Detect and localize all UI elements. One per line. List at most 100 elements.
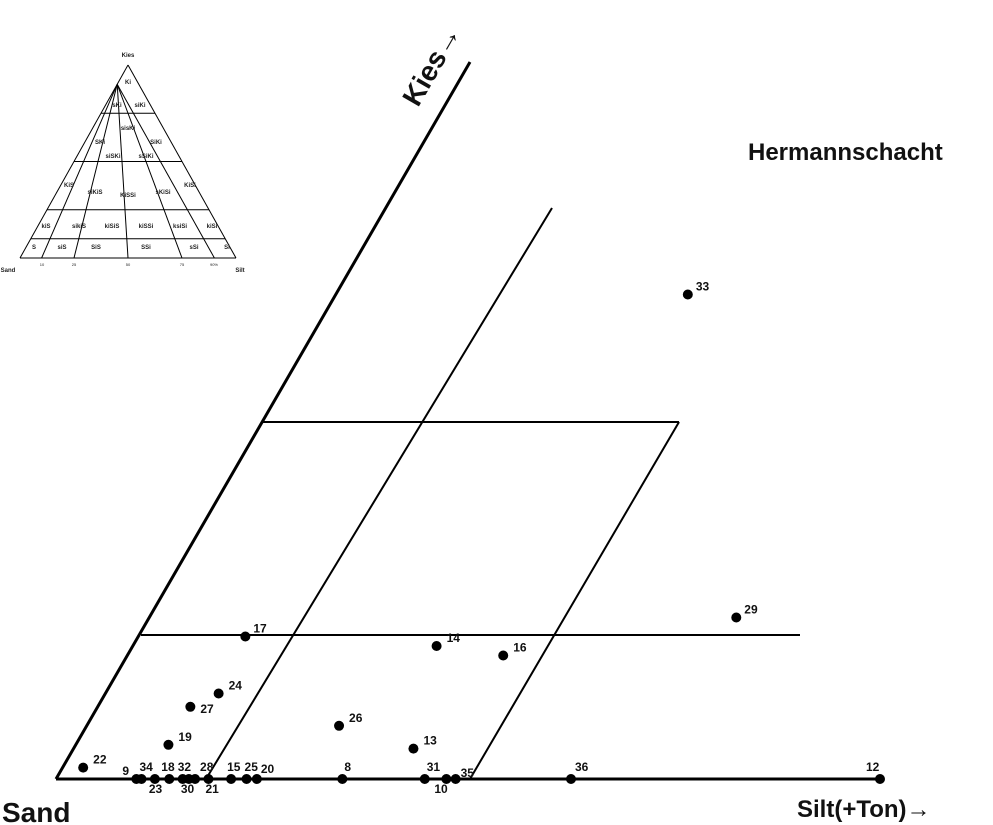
inset-field-label: Si: [224, 245, 230, 251]
data-point-label-24: 24: [229, 679, 243, 693]
data-point-13: [408, 743, 419, 754]
data-point-label-25: 25: [245, 760, 259, 774]
data-point-31: [419, 774, 430, 784]
data-point-label-8: 8: [344, 760, 351, 774]
inset-key-triangle: Ki sKi siKi SKi sisKi SiKi siSKi sSiKi KiS siKiS K…: [1, 53, 245, 274]
inset-field-label: kiSi: [207, 224, 218, 230]
inset-field-label: SSi: [141, 245, 151, 251]
data-point-label-28: 28: [200, 760, 214, 774]
inset-field-label: siSKi: [105, 154, 120, 160]
inset-field-label: kiSiS: [105, 224, 120, 230]
data-point-29: [731, 612, 742, 623]
sand-corner-label: Sand: [2, 797, 70, 825]
inset-corner-corner_right: Silt: [235, 268, 244, 274]
data-points: 33 29 17 14 16 24 27 26 19 13 22 9 34 23 18 32 30 28 21 15 2…: [78, 280, 885, 796]
data-point-26: [334, 720, 345, 731]
data-point-label-29: 29: [744, 603, 758, 617]
data-point-22: [78, 762, 89, 773]
inset-field-label: kiSSi: [139, 224, 154, 230]
inset-tick-label: 50: [126, 262, 131, 267]
inset-field-label: sKiSi: [155, 190, 170, 196]
inset-field-label: kiS: [41, 224, 50, 230]
data-point-18: [164, 774, 175, 784]
inset-field-label: SiKi: [150, 140, 162, 146]
inset-diagonal-1: [73, 84, 118, 259]
data-point-label-17: 17: [253, 622, 267, 636]
inset-corner-corner_top: Kies: [122, 53, 135, 59]
inset-field-label: sSiKi: [138, 154, 153, 160]
kies-axis-line: [54, 61, 472, 780]
data-point-20: [251, 774, 262, 784]
inset-field-label: sikiS: [72, 224, 86, 230]
inset-field-label: siKi: [134, 103, 145, 109]
inset-field-label: KiS: [64, 183, 74, 189]
inset-tick-label: 75: [180, 262, 185, 267]
data-point-15: [226, 774, 237, 784]
inset-diagonal-3: [116, 84, 183, 259]
data-point-label-30: 30: [181, 782, 195, 796]
data-point-10: [441, 774, 452, 784]
inset-corner-corner_left: Sand: [1, 268, 16, 274]
data-point-25: [241, 774, 252, 784]
data-point-label-21: 21: [205, 782, 219, 796]
data-point-label-34: 34: [139, 760, 153, 774]
inset-field-label: sisKi: [121, 126, 136, 132]
data-point-23: [149, 774, 160, 784]
data-point-label-13: 13: [423, 734, 437, 748]
data-point-12: [875, 774, 885, 784]
data-point-label-9: 9: [122, 764, 129, 778]
data-point-label-27: 27: [200, 702, 214, 716]
silt-axis-title: Silt(+Ton)→: [797, 796, 931, 823]
inset-field-label: SKi: [95, 140, 105, 146]
inset-tick-label: 25: [72, 262, 77, 267]
data-point-17: [240, 631, 251, 642]
inset-field-label: KiSSi: [120, 193, 136, 199]
inset-tick-label: 10: [40, 262, 45, 267]
inset-field-label: sKi: [112, 103, 122, 109]
inset-field-label: siKiS: [87, 190, 102, 196]
data-point-label-15: 15: [227, 760, 241, 774]
inset-field-label: Ki: [125, 80, 131, 86]
data-point-label-22: 22: [93, 753, 107, 767]
data-point-label-19: 19: [178, 730, 192, 744]
data-point-label-36: 36: [575, 760, 589, 774]
diagonal-line-50: [469, 421, 680, 780]
inset-field-label: SiS: [91, 245, 101, 251]
inset-diagonal-2: [116, 84, 129, 259]
data-point-35: [450, 774, 461, 784]
inset-field-label: sSi: [189, 245, 198, 251]
inset-field-label: S: [32, 245, 36, 251]
data-point-14: [431, 641, 442, 651]
data-point-21: [203, 774, 214, 784]
inset-diagonal-0: [41, 84, 118, 259]
data-point-label-18: 18: [161, 760, 175, 774]
data-point-label-32: 32: [178, 760, 192, 774]
data-point-label-10: 10: [434, 782, 448, 796]
data-point-33: [682, 289, 693, 300]
inset-tick-label: 90%: [210, 262, 218, 267]
data-point-label-26: 26: [349, 711, 363, 725]
data-point-24: [213, 688, 224, 699]
data-point-34: [136, 774, 147, 784]
kies-axis-title: Kies→: [396, 20, 466, 111]
data-point-label-31: 31: [427, 760, 441, 774]
data-point-label-23: 23: [149, 782, 163, 796]
data-point-16: [498, 650, 509, 661]
inset-field-label: ksiSi: [173, 224, 187, 230]
data-point-36: [566, 774, 576, 784]
data-point-label-12: 12: [866, 760, 880, 774]
data-point-28: [190, 774, 201, 784]
diagram-frame: [54, 61, 880, 781]
inset-diagonal-4: [116, 84, 215, 259]
data-point-19: [163, 739, 174, 750]
data-point-label-35: 35: [461, 766, 475, 780]
data-point-label-16: 16: [513, 641, 527, 655]
inset-field-label: siS: [57, 245, 66, 251]
inset-field-label: KiSi: [184, 183, 196, 189]
page-title: Hermannschacht: [748, 139, 943, 166]
data-point-8: [337, 774, 348, 784]
data-point-label-33: 33: [696, 280, 710, 294]
data-point-27: [185, 701, 196, 712]
data-point-label-14: 14: [447, 631, 461, 645]
